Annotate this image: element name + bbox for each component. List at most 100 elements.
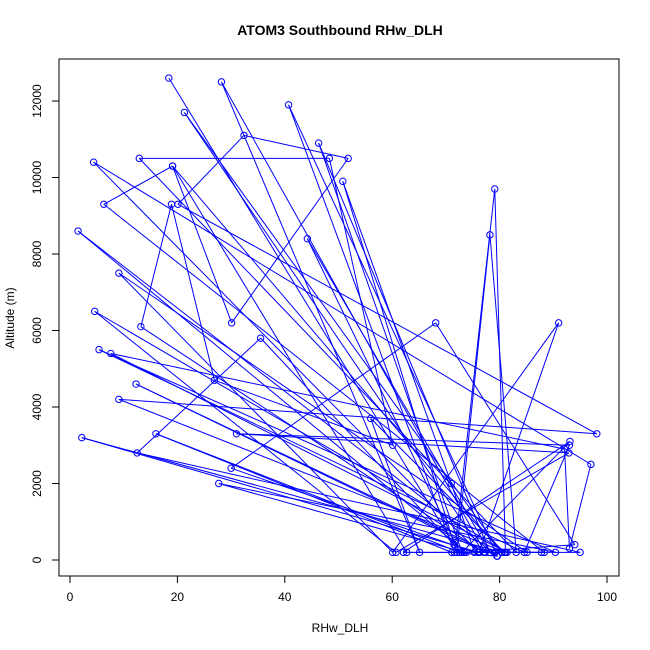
series-segment bbox=[93, 161, 592, 465]
y-tick-label: 0 bbox=[30, 556, 44, 563]
data-point bbox=[217, 78, 226, 86]
data-point bbox=[560, 445, 569, 453]
series-segment bbox=[456, 234, 491, 553]
series-segment bbox=[370, 418, 421, 553]
series-points bbox=[74, 74, 601, 560]
series-segment bbox=[306, 238, 461, 553]
data-point bbox=[566, 437, 574, 446]
data-point bbox=[431, 319, 440, 327]
series-segment bbox=[260, 337, 455, 546]
data-point bbox=[227, 464, 235, 472]
series-segment bbox=[466, 544, 575, 553]
series-segment bbox=[118, 398, 597, 435]
series-segment bbox=[218, 483, 465, 553]
data-point bbox=[458, 548, 466, 557]
data-point bbox=[447, 479, 455, 488]
data-point bbox=[450, 541, 458, 549]
series-segment bbox=[230, 467, 475, 553]
data-point bbox=[554, 319, 563, 327]
series-segment bbox=[564, 449, 570, 549]
data-point bbox=[240, 131, 248, 140]
data-point bbox=[137, 322, 145, 331]
series-segment bbox=[168, 77, 455, 545]
plot-frame bbox=[58, 58, 620, 577]
x-tick-label: 20 bbox=[171, 590, 185, 604]
data-point bbox=[498, 548, 506, 557]
y-tick-label: 6000 bbox=[30, 317, 44, 344]
x-axis-label: RHw_DLH bbox=[312, 621, 369, 635]
data-point bbox=[565, 449, 573, 457]
x-tick-label: 100 bbox=[597, 590, 617, 604]
series-segment bbox=[214, 379, 393, 446]
series-segment bbox=[236, 433, 570, 446]
data-point bbox=[284, 101, 293, 109]
data-point bbox=[493, 552, 502, 560]
series-segment bbox=[328, 158, 394, 446]
data-point bbox=[389, 548, 397, 557]
series-segment bbox=[461, 441, 571, 553]
data-point bbox=[232, 430, 241, 438]
data-point bbox=[452, 548, 461, 557]
data-point bbox=[367, 414, 375, 423]
series-segment bbox=[220, 81, 486, 553]
data-point bbox=[450, 548, 459, 557]
series-segment bbox=[395, 452, 570, 553]
series-segment bbox=[103, 165, 173, 205]
series-segment bbox=[450, 483, 475, 553]
data-point bbox=[95, 345, 103, 354]
series-segment bbox=[140, 326, 484, 553]
series-segment bbox=[236, 433, 569, 454]
series-segment bbox=[172, 165, 233, 324]
data-point bbox=[415, 548, 424, 557]
series-segment bbox=[478, 322, 560, 553]
series-segment bbox=[138, 158, 517, 553]
data-point bbox=[565, 544, 574, 553]
series-segment bbox=[110, 353, 508, 553]
series-segment bbox=[177, 135, 245, 205]
series-segment bbox=[306, 238, 491, 553]
data-point bbox=[325, 154, 334, 163]
data-point bbox=[587, 460, 595, 469]
data-point bbox=[167, 200, 176, 208]
series-segment bbox=[288, 104, 455, 553]
data-point bbox=[115, 269, 123, 277]
data-point bbox=[565, 441, 574, 449]
series-segment bbox=[171, 204, 215, 381]
series-segment bbox=[288, 104, 498, 557]
data-point bbox=[551, 548, 560, 557]
series-segment bbox=[94, 310, 397, 553]
data-point bbox=[474, 548, 483, 557]
series-segment bbox=[172, 165, 503, 553]
data-point bbox=[537, 548, 546, 557]
series-segment bbox=[243, 134, 349, 159]
series-segment bbox=[183, 112, 503, 553]
data-point bbox=[462, 548, 471, 557]
series-segment bbox=[318, 142, 463, 553]
series-segment bbox=[137, 452, 581, 553]
data-point bbox=[520, 548, 529, 557]
chart-title: ATOM3 Southbound RHw_DLH bbox=[237, 22, 443, 38]
data-point bbox=[576, 548, 584, 557]
series-segment bbox=[403, 441, 571, 553]
data-point bbox=[180, 108, 189, 117]
data-point bbox=[215, 479, 223, 488]
series-segment bbox=[342, 181, 452, 484]
series-segment bbox=[140, 204, 172, 327]
series-segment bbox=[231, 158, 349, 324]
series-segment bbox=[318, 142, 491, 553]
series-segment bbox=[435, 322, 576, 545]
series-segment bbox=[77, 230, 467, 553]
x-tick-label: 60 bbox=[386, 590, 400, 604]
y-tick-label: 12000 bbox=[30, 84, 44, 118]
series-segment bbox=[220, 81, 421, 553]
data-point bbox=[210, 376, 219, 384]
data-point bbox=[227, 319, 236, 327]
data-point bbox=[392, 548, 400, 557]
series-segment bbox=[94, 310, 508, 553]
series-lines bbox=[77, 77, 598, 557]
data-point bbox=[389, 441, 397, 449]
data-point bbox=[91, 307, 99, 316]
data-point bbox=[593, 430, 601, 438]
data-point bbox=[460, 548, 468, 557]
